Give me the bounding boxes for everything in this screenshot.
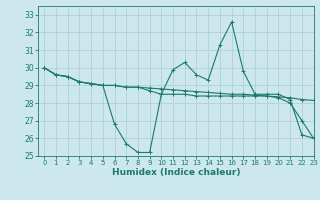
X-axis label: Humidex (Indice chaleur): Humidex (Indice chaleur)	[112, 168, 240, 177]
